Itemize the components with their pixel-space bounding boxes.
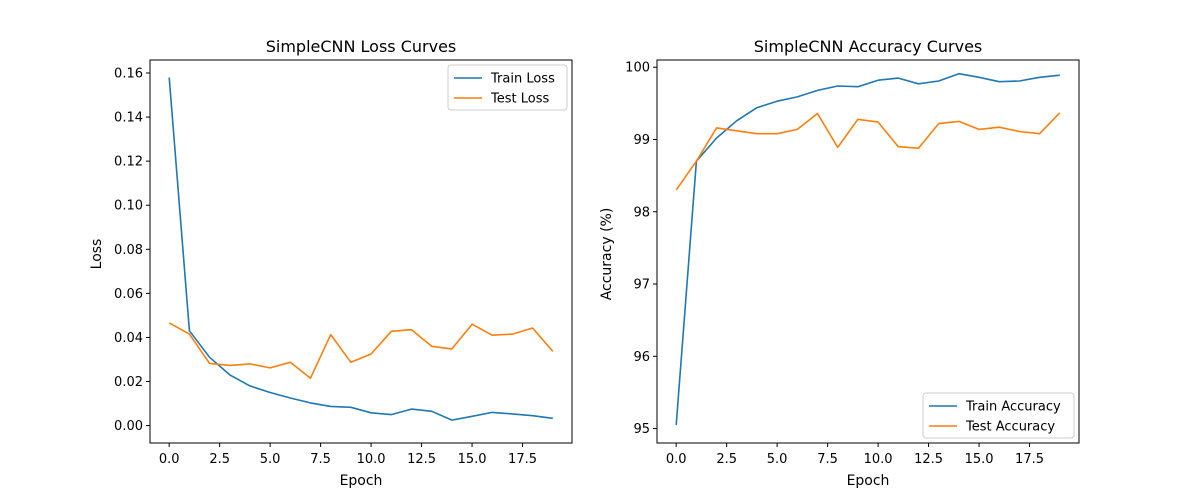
loss-chart-lines xyxy=(168,77,554,421)
y-tick-label: 96 xyxy=(633,350,650,365)
x-tick-label: 5.0 xyxy=(767,452,788,467)
x-tick-label: 7.5 xyxy=(817,452,838,467)
y-tick-label: 0.16 xyxy=(114,67,143,82)
legend-entry-label: Train Loss xyxy=(490,72,555,87)
x-tick-label: 12.5 xyxy=(914,452,943,467)
loss-chart-y-ticks: 0.00 0.02 0.04 0.06 0.08 0.10 0.12 0.14 0.16 xyxy=(114,67,150,434)
y-tick-label: 97 xyxy=(633,278,650,293)
accuracy-chart-ylabel: Accuracy (%) xyxy=(599,208,615,301)
x-tick-label: 5.0 xyxy=(260,452,281,467)
legend-box xyxy=(922,392,1075,439)
accuracy-chart-xlabel: Epoch xyxy=(847,473,890,489)
loss-chart-frame xyxy=(149,59,573,444)
y-tick-label: 98 xyxy=(633,205,650,220)
y-tick-label: 0.12 xyxy=(114,155,143,170)
x-tick-label: 10.0 xyxy=(864,452,893,467)
y-tick-label: 0.14 xyxy=(114,111,143,126)
accuracy-chart-frame xyxy=(656,59,1080,444)
loss-chart-ylabel: Loss xyxy=(89,239,105,270)
y-tick-label: 99 xyxy=(633,133,650,148)
test-loss-line xyxy=(168,322,554,380)
legend-entry-label: Test Accuracy xyxy=(965,420,1055,435)
y-tick-label: 0.10 xyxy=(114,199,143,214)
loss-chart-x-ticks: 0.0 2.5 5.0 7.5 10.0 12.5 15.0 17.5 xyxy=(159,443,537,467)
y-tick-label: 95 xyxy=(633,422,650,437)
y-tick-label: 0.06 xyxy=(114,287,143,302)
x-tick-label: 17.5 xyxy=(508,452,537,467)
x-tick-label: 12.5 xyxy=(407,452,436,467)
x-tick-label: 2.5 xyxy=(716,452,737,467)
x-tick-label: 0.0 xyxy=(666,452,687,467)
y-tick-label: 0.08 xyxy=(114,243,143,258)
accuracy-chart-y-ticks: 95 96 97 98 99 100 xyxy=(625,61,657,437)
loss-chart-legend: Train Loss Test Loss xyxy=(447,64,568,111)
accuracy-chart-title: SimpleCNN Accuracy Curves xyxy=(754,37,983,56)
loss-chart-title: SimpleCNN Loss Curves xyxy=(266,37,457,56)
x-tick-label: 10.0 xyxy=(357,452,386,467)
legend-entry-label: Test Loss xyxy=(490,92,549,107)
y-tick-label: 100 xyxy=(625,61,650,76)
x-tick-label: 15.0 xyxy=(458,452,487,467)
y-tick-label: 0.04 xyxy=(114,331,143,346)
x-tick-label: 15.0 xyxy=(965,452,994,467)
accuracy-chart-x-ticks: 0.0 2.5 5.0 7.5 10.0 12.5 15.0 17.5 xyxy=(666,443,1044,467)
train-accuracy-line xyxy=(675,72,1060,425)
accuracy-chart-legend: Train Accuracy Test Accuracy xyxy=(922,392,1075,439)
loss-chart: SimpleCNN Loss Curves Epoch Loss 0.0 2.5 5… xyxy=(89,37,573,489)
train-loss-line xyxy=(168,77,553,421)
x-tick-label: 17.5 xyxy=(1015,452,1044,467)
accuracy-chart: SimpleCNN Accuracy Curves Epoch Accuracy… xyxy=(599,37,1080,489)
y-tick-label: 0.00 xyxy=(114,419,143,434)
x-tick-label: 7.5 xyxy=(310,452,331,467)
test-accuracy-line xyxy=(675,112,1061,191)
loss-chart-xlabel: Epoch xyxy=(340,473,383,489)
y-tick-label: 0.02 xyxy=(114,375,143,390)
x-tick-label: 0.0 xyxy=(159,452,180,467)
x-tick-label: 2.5 xyxy=(209,452,230,467)
legend-entry-label: Train Accuracy xyxy=(965,400,1061,415)
accuracy-chart-lines xyxy=(675,72,1061,425)
